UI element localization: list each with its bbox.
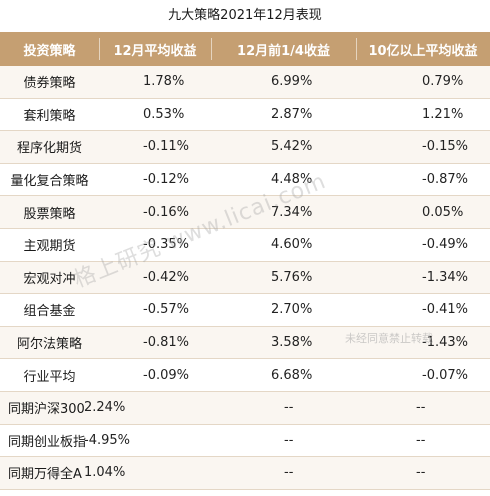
table-title: 九大策略2021年12月表现 [168, 8, 322, 23]
cell-large-avg: -0.07% [422, 367, 468, 383]
header-dec-top-quarter: 12月前1/4收益 [237, 43, 330, 59]
cell-benchmark: 同期沪深300 [8, 402, 85, 418]
table-row: 宏观对冲 -0.42% 5.76% -1.34% [0, 261, 490, 295]
cell-large-avg: -- [416, 465, 426, 481]
cell-large-avg: 0.05% [422, 204, 464, 220]
cell-strategy: 行业平均 [23, 369, 76, 385]
cell-dec-top-quarter: 7.34% [271, 204, 313, 220]
cell-large-avg: -1.34% [422, 269, 468, 285]
cell-dec-avg: -0.09% [143, 367, 189, 383]
cell-dec-avg: 0.53% [143, 106, 185, 122]
header-dec-avg: 12月平均收益 [113, 43, 197, 59]
table-row: 组合基金 -0.57% 2.70% -0.41% [0, 294, 490, 327]
cell-dec-avg: -0.16% [143, 204, 189, 220]
cell-dec-top-quarter: 4.60% [271, 237, 313, 253]
cell-strategy: 债券策略 [23, 76, 76, 92]
cell-dec-top-quarter: 4.48% [271, 172, 313, 188]
benchmark-row: 同期万得全A 1.04% -- -- [0, 457, 490, 490]
cell-large-avg: 0.79% [422, 74, 464, 90]
cell-dec-avg: -0.42% [143, 269, 189, 285]
cell-dec-avg: 1.78% [143, 74, 185, 90]
cell-large-avg: -- [416, 432, 426, 448]
cell-dec-top-quarter: 5.42% [271, 139, 313, 155]
cell-dec-avg: 2.24% [84, 400, 126, 416]
table-row: 阿尔法策略 -0.81% 3.58% -1.43% [0, 326, 490, 360]
cell-strategy: 组合基金 [23, 304, 76, 320]
table-row: 量化复合策略 -0.12% 4.48% -0.87% [0, 164, 490, 197]
cell-dec-top-quarter: 2.87% [271, 106, 313, 122]
cell-large-avg: -1.43% [422, 335, 468, 351]
header-divider [99, 38, 100, 60]
cell-dec-top-quarter: 6.99% [271, 74, 313, 90]
cell-dec-top-quarter: -- [284, 465, 294, 481]
cell-strategy: 阿尔法策略 [16, 337, 82, 353]
cell-strategy: 股票策略 [23, 206, 76, 222]
header-divider [211, 38, 212, 60]
cell-large-avg: -0.87% [422, 172, 468, 188]
cell-dec-top-quarter: -- [284, 432, 294, 448]
table-row: 程序化期货 -0.11% 5.42% -0.15% [0, 131, 490, 164]
cell-dec-top-quarter: 2.70% [271, 302, 313, 318]
cell-dec-top-quarter: 5.76% [271, 269, 313, 285]
cell-dec-avg: -0.81% [143, 335, 189, 351]
benchmark-row: 同期沪深300 2.24% -- -- [0, 391, 490, 425]
cell-dec-avg: -0.11% [143, 139, 189, 155]
cell-dec-avg: -4.95% [84, 432, 130, 448]
header-large-avg: 10亿以上平均收益 [368, 43, 478, 59]
table-row: 债券策略 1.78% 6.99% 0.79% [0, 66, 490, 99]
cell-benchmark: 同期创业板指 [8, 434, 87, 450]
cell-dec-avg: -0.35% [143, 237, 189, 253]
table-row: 股票策略 -0.16% 7.34% 0.05% [0, 196, 490, 229]
table-body: 债券策略 1.78% 6.99% 0.79% 套利策略 0.53% 2.87% … [0, 66, 490, 490]
header-divider [356, 38, 357, 60]
cell-dec-avg: 1.04% [84, 465, 126, 481]
cell-dec-top-quarter: -- [284, 400, 294, 416]
cell-strategy: 量化复合策略 [10, 174, 89, 190]
table-row: 主观期货 -0.35% 4.60% -0.49% [0, 229, 490, 262]
cell-benchmark: 同期万得全A [8, 467, 82, 483]
header-strategy: 投资策略 [23, 43, 76, 59]
benchmark-row: 同期创业板指 -4.95% -- -- [0, 425, 490, 458]
table-header: 投资策略 12月平均收益 12月前1/4收益 10亿以上平均收益 [0, 32, 490, 66]
cell-large-avg: -- [416, 400, 426, 416]
cell-dec-avg: -0.12% [143, 172, 189, 188]
table-row: 套利策略 0.53% 2.87% 1.21% [0, 99, 490, 132]
table-row: 行业平均 -0.09% 6.68% -0.07% [0, 359, 490, 392]
cell-large-avg: -0.41% [422, 302, 468, 318]
cell-dec-avg: -0.57% [143, 302, 189, 318]
cell-large-avg: 1.21% [422, 106, 464, 122]
cell-large-avg: -0.15% [422, 139, 468, 155]
cell-dec-top-quarter: 6.68% [271, 367, 313, 383]
cell-strategy: 宏观对冲 [23, 271, 76, 287]
cell-large-avg: -0.49% [422, 237, 468, 253]
cell-strategy: 主观期货 [23, 239, 76, 255]
cell-strategy: 套利策略 [23, 108, 76, 124]
cell-strategy: 程序化期货 [16, 141, 82, 157]
cell-dec-top-quarter: 3.58% [271, 335, 313, 351]
